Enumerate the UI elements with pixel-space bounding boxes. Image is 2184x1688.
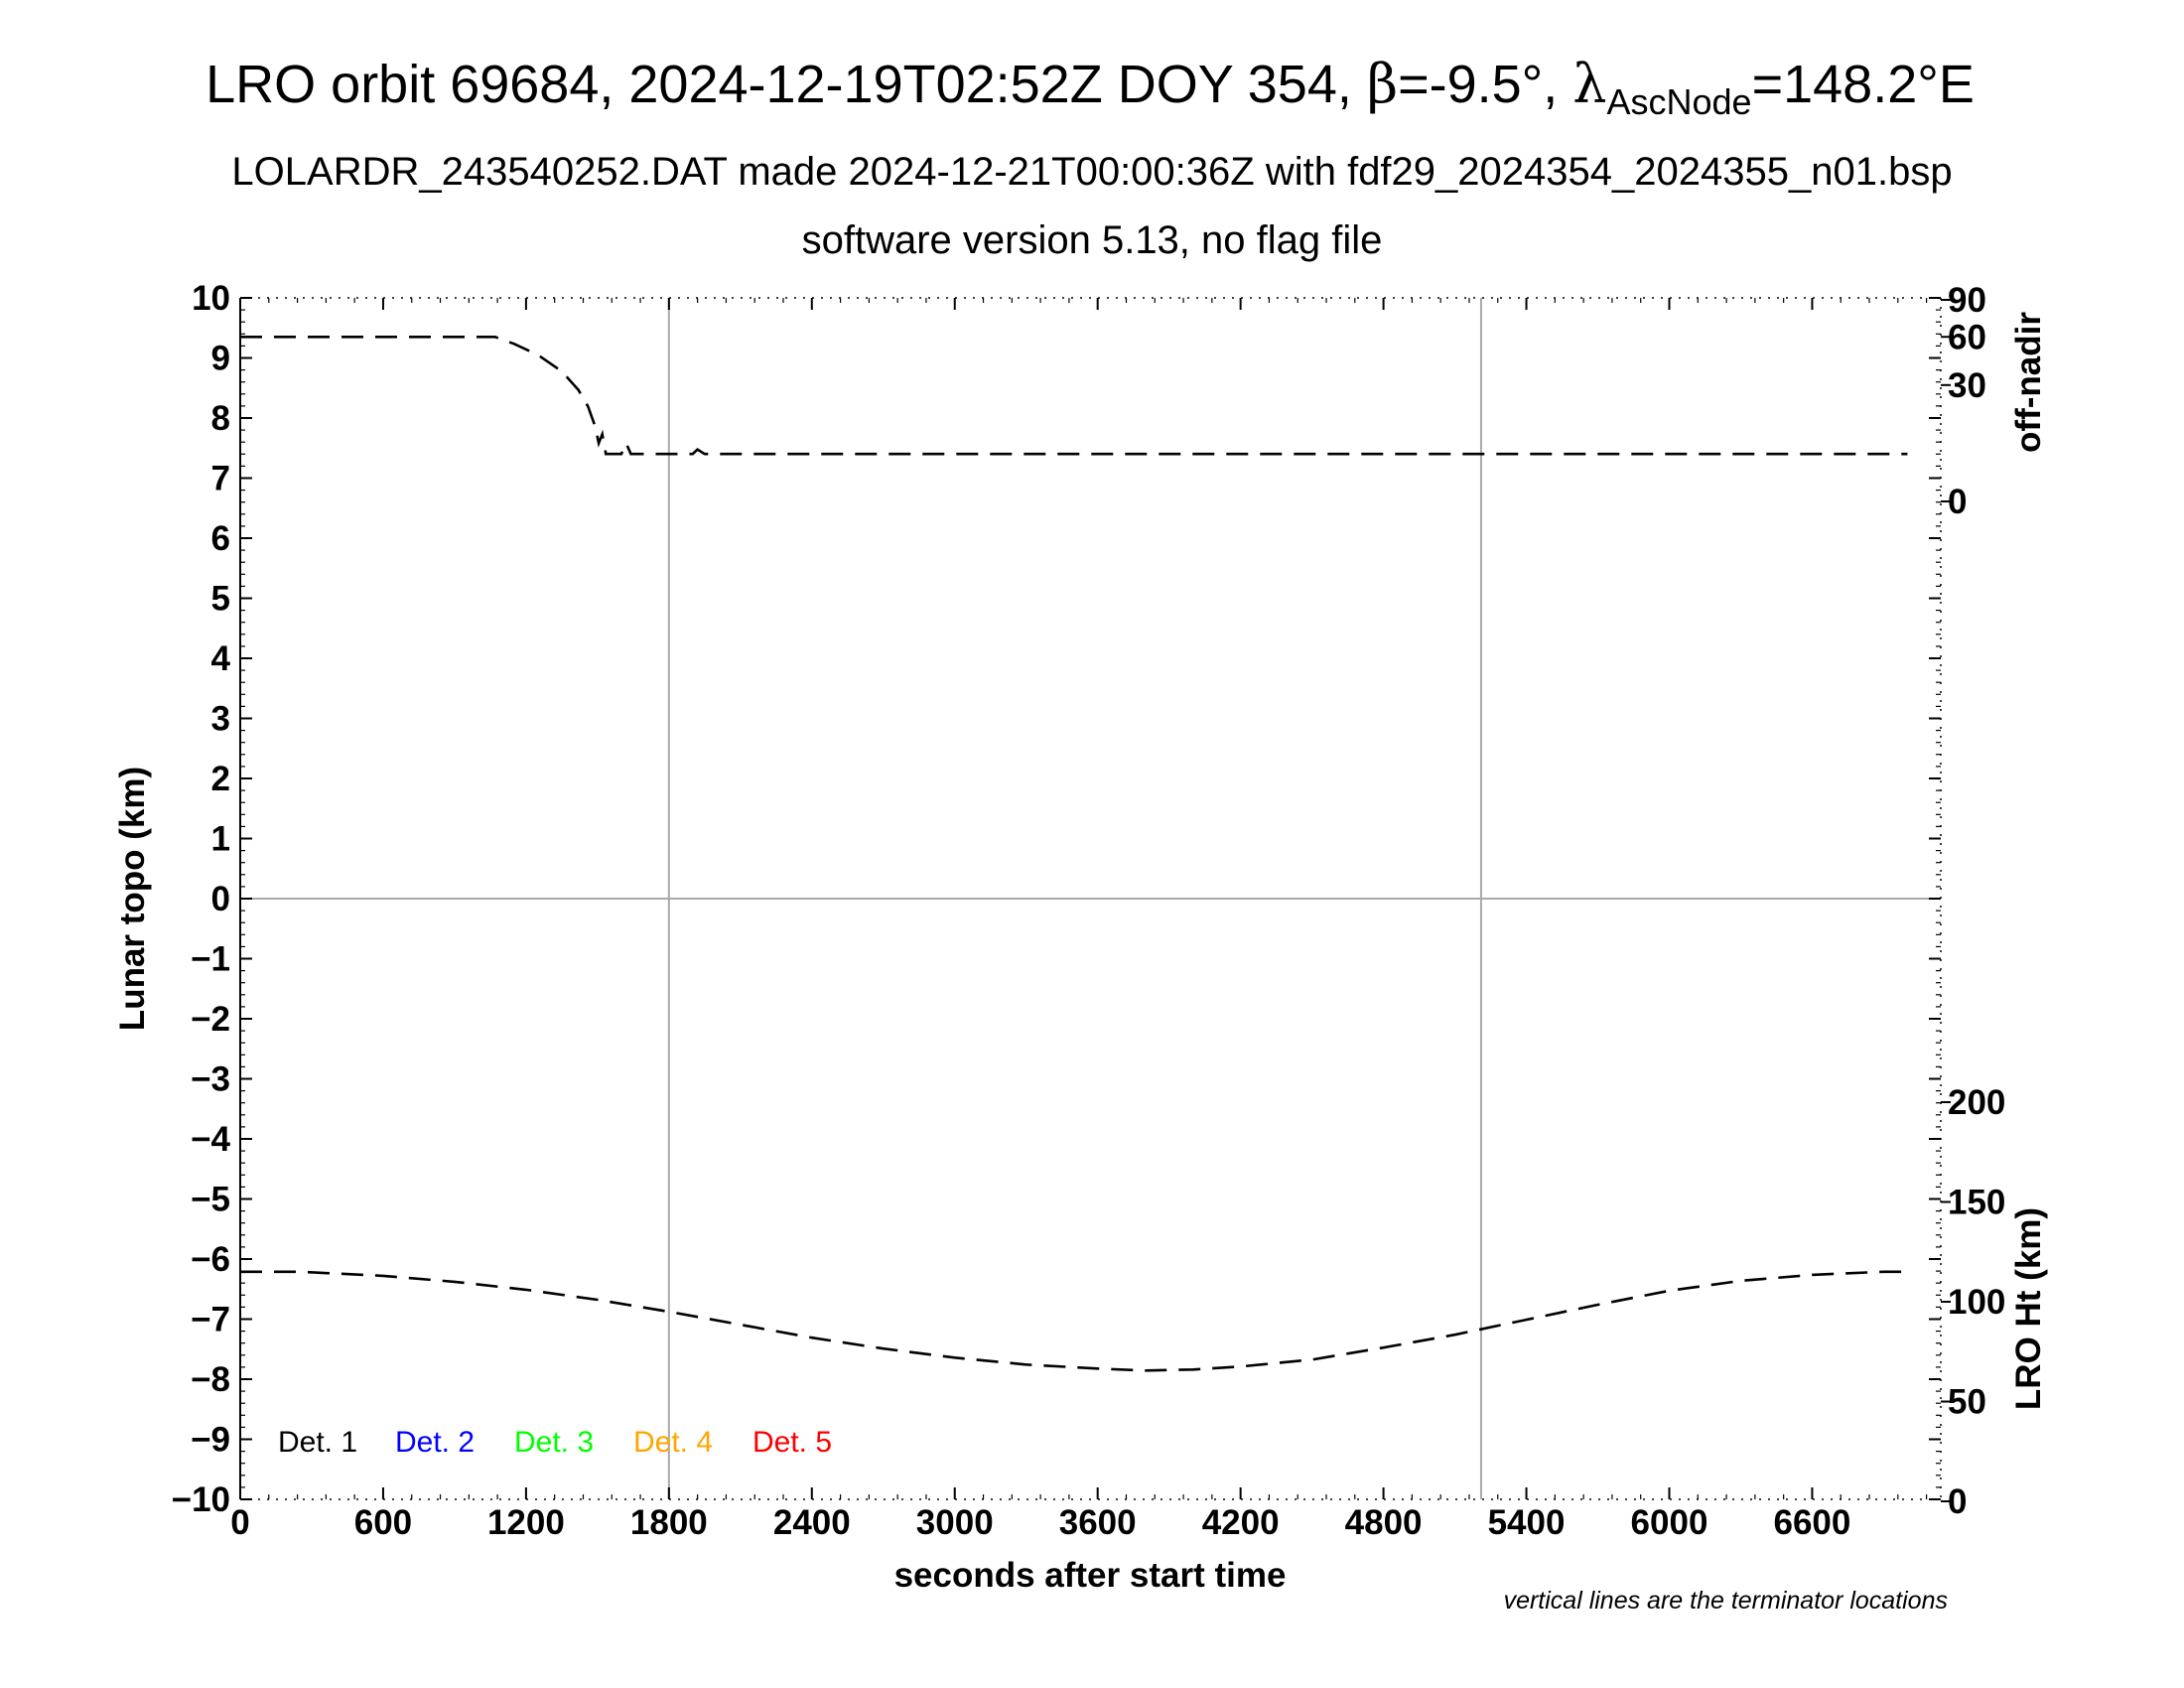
y-left-tick-label: −4: [191, 1120, 230, 1159]
beta-symbol: β: [1367, 53, 1398, 115]
lro-ht-axis-ticks: 200 150 100 50 0: [1941, 1083, 2005, 1521]
legend-entry-det-2: Det. 2: [395, 1426, 475, 1459]
y-left-tick-label: 5: [211, 580, 230, 619]
grid-lines: [240, 298, 1941, 1499]
x-axis-ticks: 0 600 1200 1800 2400 3000 3600 4200 4800 5400 6000…: [230, 1503, 1850, 1542]
lambda-value: =148.2°E: [1752, 55, 1975, 114]
x-tick-label: 0: [230, 1503, 249, 1542]
lro-ht-axis-label: LRO Ht (km): [2009, 1207, 2048, 1410]
x-tick-label: 3600: [1059, 1503, 1137, 1542]
legend-entry-det-3: Det. 3: [514, 1426, 594, 1459]
lro-ht-series-line: [240, 1270, 1908, 1372]
x-tick-label: 600: [354, 1503, 412, 1542]
y-left-tick-label: −2: [191, 1000, 230, 1039]
chart-subtitle: LOLARDR_243540252.DAT made 2024-12-21T00…: [231, 150, 1952, 194]
y-left-tick-label: −8: [191, 1360, 230, 1399]
y-left-axis-label: Lunar topo (km): [113, 767, 152, 1031]
y-left-tick-label: 9: [211, 340, 230, 378]
y-left-tick-label: 6: [211, 519, 230, 558]
legend-entry-det-4: Det. 4: [633, 1426, 713, 1459]
chart-title: LRO orbit 69684, 2024-12-19T02:52Z DOY 3…: [205, 53, 1975, 122]
y-left-tick-label: 8: [211, 399, 230, 438]
off-nadir-tick-label: 30: [1948, 366, 1986, 405]
lro-ht-tick-label: 50: [1948, 1383, 1986, 1422]
y-left-tick-label: −7: [191, 1301, 230, 1339]
y-left-tick-label: −3: [191, 1060, 230, 1099]
y-left-tick-label: 1: [211, 820, 230, 859]
y-left-tick-label: 7: [211, 460, 230, 498]
chart-subtitle-2: software version 5.13, no flag file: [802, 218, 1383, 262]
legend: Det. 1 Det. 2 Det. 3 Det. 4 Det. 5: [278, 1426, 832, 1459]
lro-ht-tick-label: 150: [1948, 1184, 2005, 1222]
y-left-tick-label: 2: [211, 760, 230, 798]
off-nadir-tick-label: 60: [1948, 318, 1986, 356]
y-left-tick-label: 0: [211, 880, 230, 918]
x-tick-label: 1200: [487, 1503, 565, 1542]
chart-title-prefix: LRO orbit 69684, 2024-12-19T02:52Z DOY 3…: [205, 55, 1367, 114]
off-nadir-tick-label: 90: [1948, 281, 1986, 320]
off-nadir-series-line: [240, 336, 1908, 456]
x-tick-label: 1800: [630, 1503, 708, 1542]
y-left-tick-label: −6: [191, 1240, 230, 1279]
lro-ht-tick-label: 200: [1948, 1083, 2005, 1122]
lro-ht-tick-label: 100: [1948, 1283, 2005, 1322]
x-axis-label: seconds after start time: [894, 1556, 1287, 1595]
y-left-tick-label: 3: [211, 700, 230, 739]
x-tick-label: 4200: [1202, 1503, 1280, 1542]
off-nadir-tick-label: 0: [1948, 483, 1967, 521]
x-tick-label: 5400: [1488, 1503, 1566, 1542]
legend-entry-det-1: Det. 1: [278, 1426, 357, 1459]
beta-value: =-9.5°,: [1398, 55, 1572, 114]
lambda-subscript: AscNode: [1607, 81, 1752, 122]
y-left-tick-label: −9: [191, 1421, 230, 1460]
x-tick-label: 6000: [1631, 1503, 1708, 1542]
terminator-note: vertical lines are the terminator locati…: [1504, 1587, 1948, 1615]
x-tick-label: 2400: [773, 1503, 851, 1542]
y-left-tick-label: 10: [192, 279, 230, 318]
lambda-symbol: λ: [1572, 53, 1606, 115]
y-left-tick-label: −1: [191, 940, 230, 979]
legend-entry-det-5: Det. 5: [752, 1426, 832, 1459]
x-tick-label: 3000: [916, 1503, 994, 1542]
y-left-tick-label: −5: [191, 1181, 230, 1219]
x-tick-label: 6600: [1774, 1503, 1851, 1542]
lro-ht-tick-label: 0: [1948, 1482, 1967, 1521]
minor-ticks: [239, 297, 1941, 1500]
y-left-tick-label: 4: [211, 639, 231, 678]
x-tick-label: 4800: [1345, 1503, 1423, 1542]
y-left-tick-label: −10: [172, 1480, 230, 1519]
off-nadir-axis-label: off-nadir: [2009, 312, 2048, 453]
